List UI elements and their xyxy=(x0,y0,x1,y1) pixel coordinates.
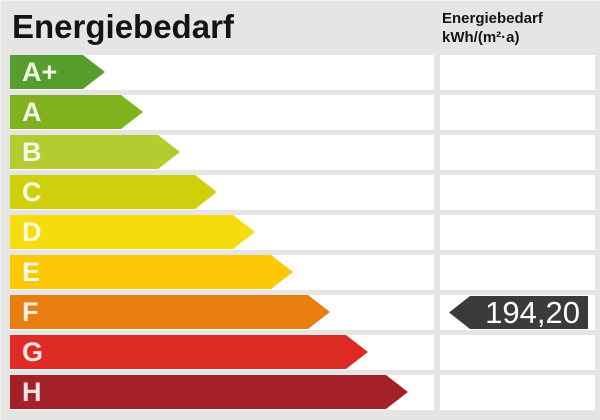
scale-row: C xyxy=(0,175,600,210)
scale-row: E xyxy=(0,255,600,290)
value-cell xyxy=(440,55,595,90)
value-cell xyxy=(440,375,595,410)
rating-band-arrow: H xyxy=(10,375,408,409)
scale-row: H xyxy=(0,375,600,410)
unit-header-line2: kWh/(m²·a) xyxy=(442,29,520,46)
rating-band-label: C xyxy=(22,177,42,207)
scale-row: G xyxy=(0,335,600,370)
value-cell xyxy=(440,215,595,250)
value-cell xyxy=(440,95,595,130)
rating-band-label: D xyxy=(22,217,42,247)
energy-value-badge: 194,20 xyxy=(449,296,588,329)
value-cell xyxy=(440,335,595,370)
rating-band-arrow: D xyxy=(10,215,255,249)
unit-header: Energiebedarf kWh/(m²·a) xyxy=(442,9,543,47)
rating-band-arrow: F xyxy=(10,295,330,329)
rating-band-arrow: A xyxy=(10,95,143,129)
scale-row: A+ xyxy=(0,55,600,90)
rating-band-label: G xyxy=(22,337,44,367)
rating-band-arrow: B xyxy=(10,135,180,169)
rating-band-label: B xyxy=(22,137,42,167)
rating-band-arrow: A+ xyxy=(10,55,105,89)
rating-band-label: H xyxy=(22,377,42,407)
scale-row: A xyxy=(0,95,600,130)
rating-band-label: A xyxy=(22,97,42,127)
value-cell xyxy=(440,175,595,210)
rating-band-label: E xyxy=(22,257,41,287)
rating-band-arrow: G xyxy=(10,335,368,369)
rating-band-label: A+ xyxy=(22,57,58,87)
rating-band-arrow: E xyxy=(10,255,293,289)
page-title: Energiebedarf xyxy=(12,8,234,45)
unit-header-line1: Energiebedarf xyxy=(442,10,543,27)
value-cell xyxy=(440,135,595,170)
value-cell xyxy=(440,255,595,290)
scale-row: D xyxy=(0,215,600,250)
scale-row: B xyxy=(0,135,600,170)
rating-band-arrow: C xyxy=(10,175,217,209)
rating-band-label: F xyxy=(22,297,39,327)
